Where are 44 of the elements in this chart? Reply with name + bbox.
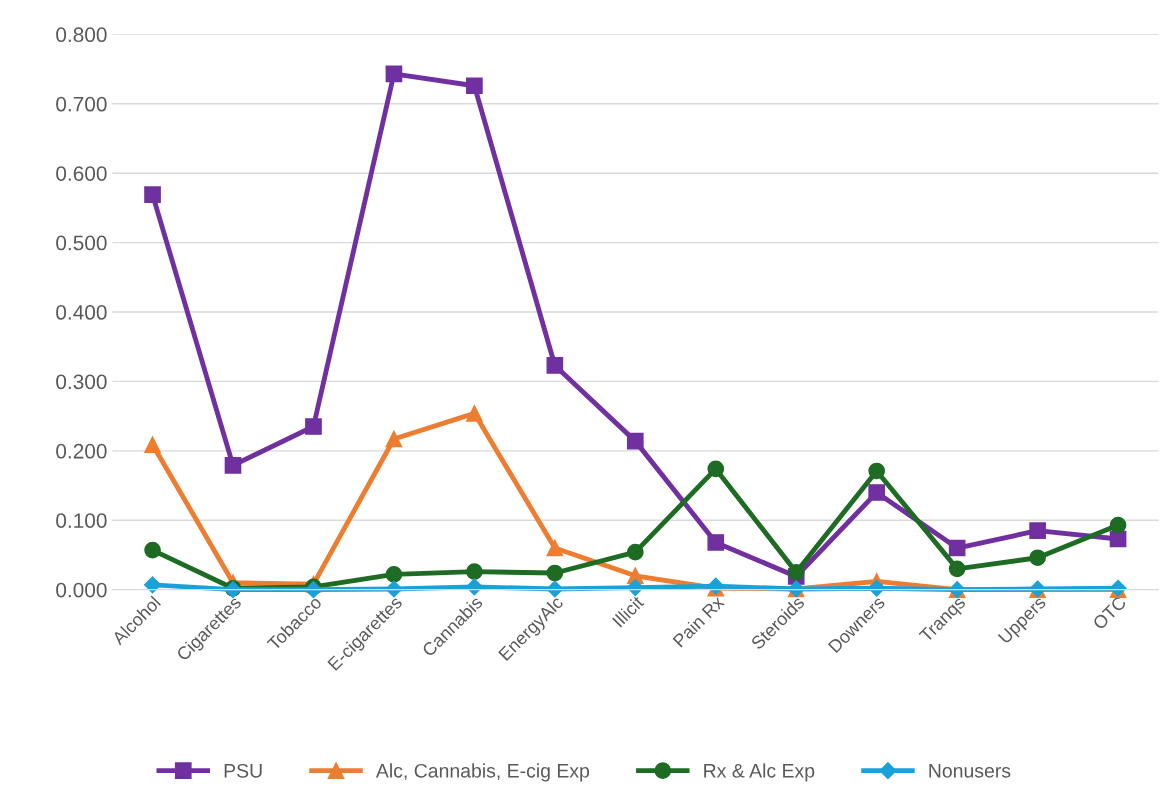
y-tick-label: 0.100	[56, 513, 107, 528]
point	[144, 436, 161, 453]
point	[626, 579, 644, 597]
point	[466, 405, 483, 422]
y-tick-label: 0.400	[56, 305, 107, 320]
point	[707, 460, 725, 478]
point	[385, 566, 403, 583]
y-tick-label: 0.800	[56, 27, 107, 43]
y-tick-label: 0.000	[56, 582, 107, 598]
y-tick-label: 0.300	[56, 374, 107, 390]
y-tick-label: 0.700	[56, 96, 107, 112]
point	[626, 543, 644, 561]
x-tick-label: OTC	[1092, 595, 1127, 631]
point	[546, 539, 564, 557]
y-tick-label: 0.500	[56, 235, 107, 251]
point	[144, 541, 161, 559]
point	[224, 457, 242, 474]
point	[1029, 549, 1046, 567]
legend-label: PSU	[224, 763, 262, 778]
point	[466, 77, 483, 95]
point	[546, 564, 564, 582]
point	[868, 462, 886, 480]
legend-label: Alc, Cannabis, E-cig Exp	[375, 763, 590, 782]
point	[144, 186, 161, 204]
y-tick-label: 0.600	[56, 166, 107, 181]
point	[546, 357, 564, 374]
point	[948, 539, 966, 557]
point	[466, 563, 483, 580]
point	[868, 484, 886, 501]
point	[305, 418, 322, 435]
x-tick-label: Pain Rx	[672, 594, 726, 648]
point	[948, 560, 966, 578]
y-tick-label: 0.200	[56, 443, 107, 459]
point	[1029, 522, 1046, 539]
point	[465, 578, 483, 596]
point	[385, 65, 403, 83]
legend-label: Nonusers	[929, 764, 1011, 778]
point	[787, 563, 805, 581]
legend-label: Rx & Alc Exp	[704, 763, 815, 782]
point	[626, 432, 644, 450]
point	[385, 430, 403, 448]
point	[707, 534, 725, 551]
point	[1109, 516, 1127, 534]
point	[143, 576, 162, 594]
